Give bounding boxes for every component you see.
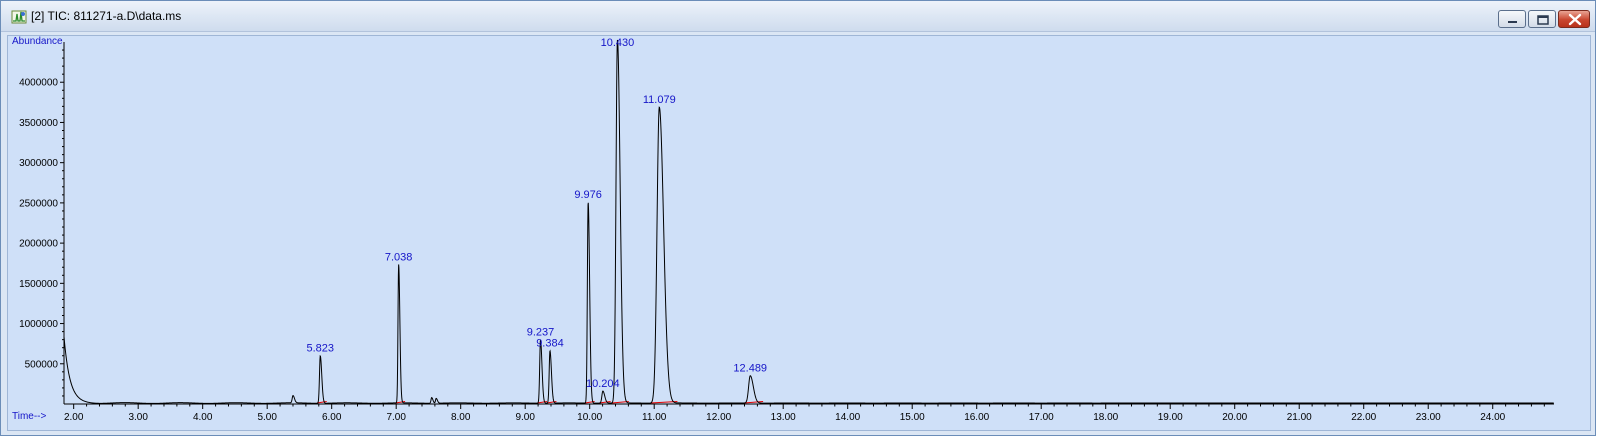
- x-tick-label: 4.00: [193, 412, 213, 423]
- x-tick-label: 10.00: [577, 412, 602, 423]
- y-tick-label: 3500000: [19, 118, 58, 129]
- y-tick-label: 1500000: [19, 279, 58, 290]
- x-tick-label: 11.00: [642, 412, 667, 423]
- peak-label: 9.237: [527, 326, 555, 338]
- chromatogram-app-icon: [11, 9, 27, 25]
- axes: [64, 42, 1554, 404]
- x-tick-label: 19.00: [1158, 412, 1183, 423]
- peak-label: 10.204: [586, 378, 620, 390]
- x-tick-label: 23.00: [1416, 412, 1441, 423]
- minimize-icon: [1499, 11, 1527, 29]
- peak-label: 9.976: [574, 189, 602, 201]
- x-tick-label: 3.00: [128, 412, 148, 423]
- y-tick-label: 2000000: [19, 239, 58, 250]
- x-tick-label: 7.00: [386, 412, 406, 423]
- y-tick-label: 3000000: [19, 158, 58, 169]
- window-title: [2] TIC: 811271-a.D\data.ms: [31, 9, 181, 23]
- y-tick-label: 4000000: [19, 78, 58, 89]
- x-tick-label: 5.00: [257, 412, 277, 423]
- minimize-button[interactable]: [1498, 10, 1526, 28]
- y-axis-ticks: 500000 1000000 1500000 2000000 2500000 300000…: [19, 50, 64, 396]
- y-axis-label: Abundance: [12, 36, 63, 47]
- x-tick-label: 24.00: [1480, 412, 1505, 423]
- x-tick-label: 2.00: [64, 412, 84, 423]
- x-axis-label: Time-->: [12, 411, 47, 422]
- x-tick-label: 18.00: [1093, 412, 1118, 423]
- maximize-button[interactable]: [1528, 10, 1556, 28]
- restore-icon: [1529, 11, 1557, 29]
- x-tick-label: 6.00: [322, 412, 342, 423]
- chromatogram-chart: 500000 1000000 1500000 2000000 2500000 300000…: [8, 36, 1590, 430]
- plot-area[interactable]: 500000 1000000 1500000 2000000 2500000 300000…: [7, 35, 1591, 431]
- peak-label: 5.823: [307, 343, 335, 355]
- x-tick-label: 21.00: [1287, 412, 1312, 423]
- x-tick-label: 16.00: [964, 412, 989, 423]
- y-tick-label: 2500000: [19, 198, 58, 209]
- x-tick-label: 20.00: [1222, 412, 1247, 423]
- close-icon: [1559, 11, 1591, 29]
- peak-label: 10.430: [601, 37, 635, 49]
- x-tick-label: 12.00: [706, 412, 731, 423]
- x-tick-label: 17.00: [1029, 412, 1054, 423]
- peak-label: 11.079: [643, 94, 676, 106]
- x-tick-label: 13.00: [771, 412, 796, 423]
- peak-label: 12.489: [733, 363, 767, 375]
- peak-label: 7.038: [385, 252, 413, 264]
- peak-label: 9.384: [536, 338, 564, 350]
- x-tick-label: 8.00: [451, 412, 471, 423]
- y-tick-label: 500000: [25, 359, 59, 370]
- x-axis-ticks: 2.00 3.00 4.00 5.00 6.00 7.00 8.00 9.00 10.00 11.…: [64, 404, 1544, 423]
- y-tick-label: 1000000: [19, 319, 58, 330]
- title-bar[interactable]: [2] TIC: 811271-a.D\data.ms: [1, 1, 1595, 32]
- x-tick-label: 22.00: [1351, 412, 1376, 423]
- x-tick-label: 9.00: [515, 412, 535, 423]
- x-tick-label: 15.00: [900, 412, 925, 423]
- x-tick-label: 14.00: [835, 412, 860, 423]
- close-button[interactable]: [1558, 10, 1590, 28]
- tic-trace: [64, 40, 1554, 403]
